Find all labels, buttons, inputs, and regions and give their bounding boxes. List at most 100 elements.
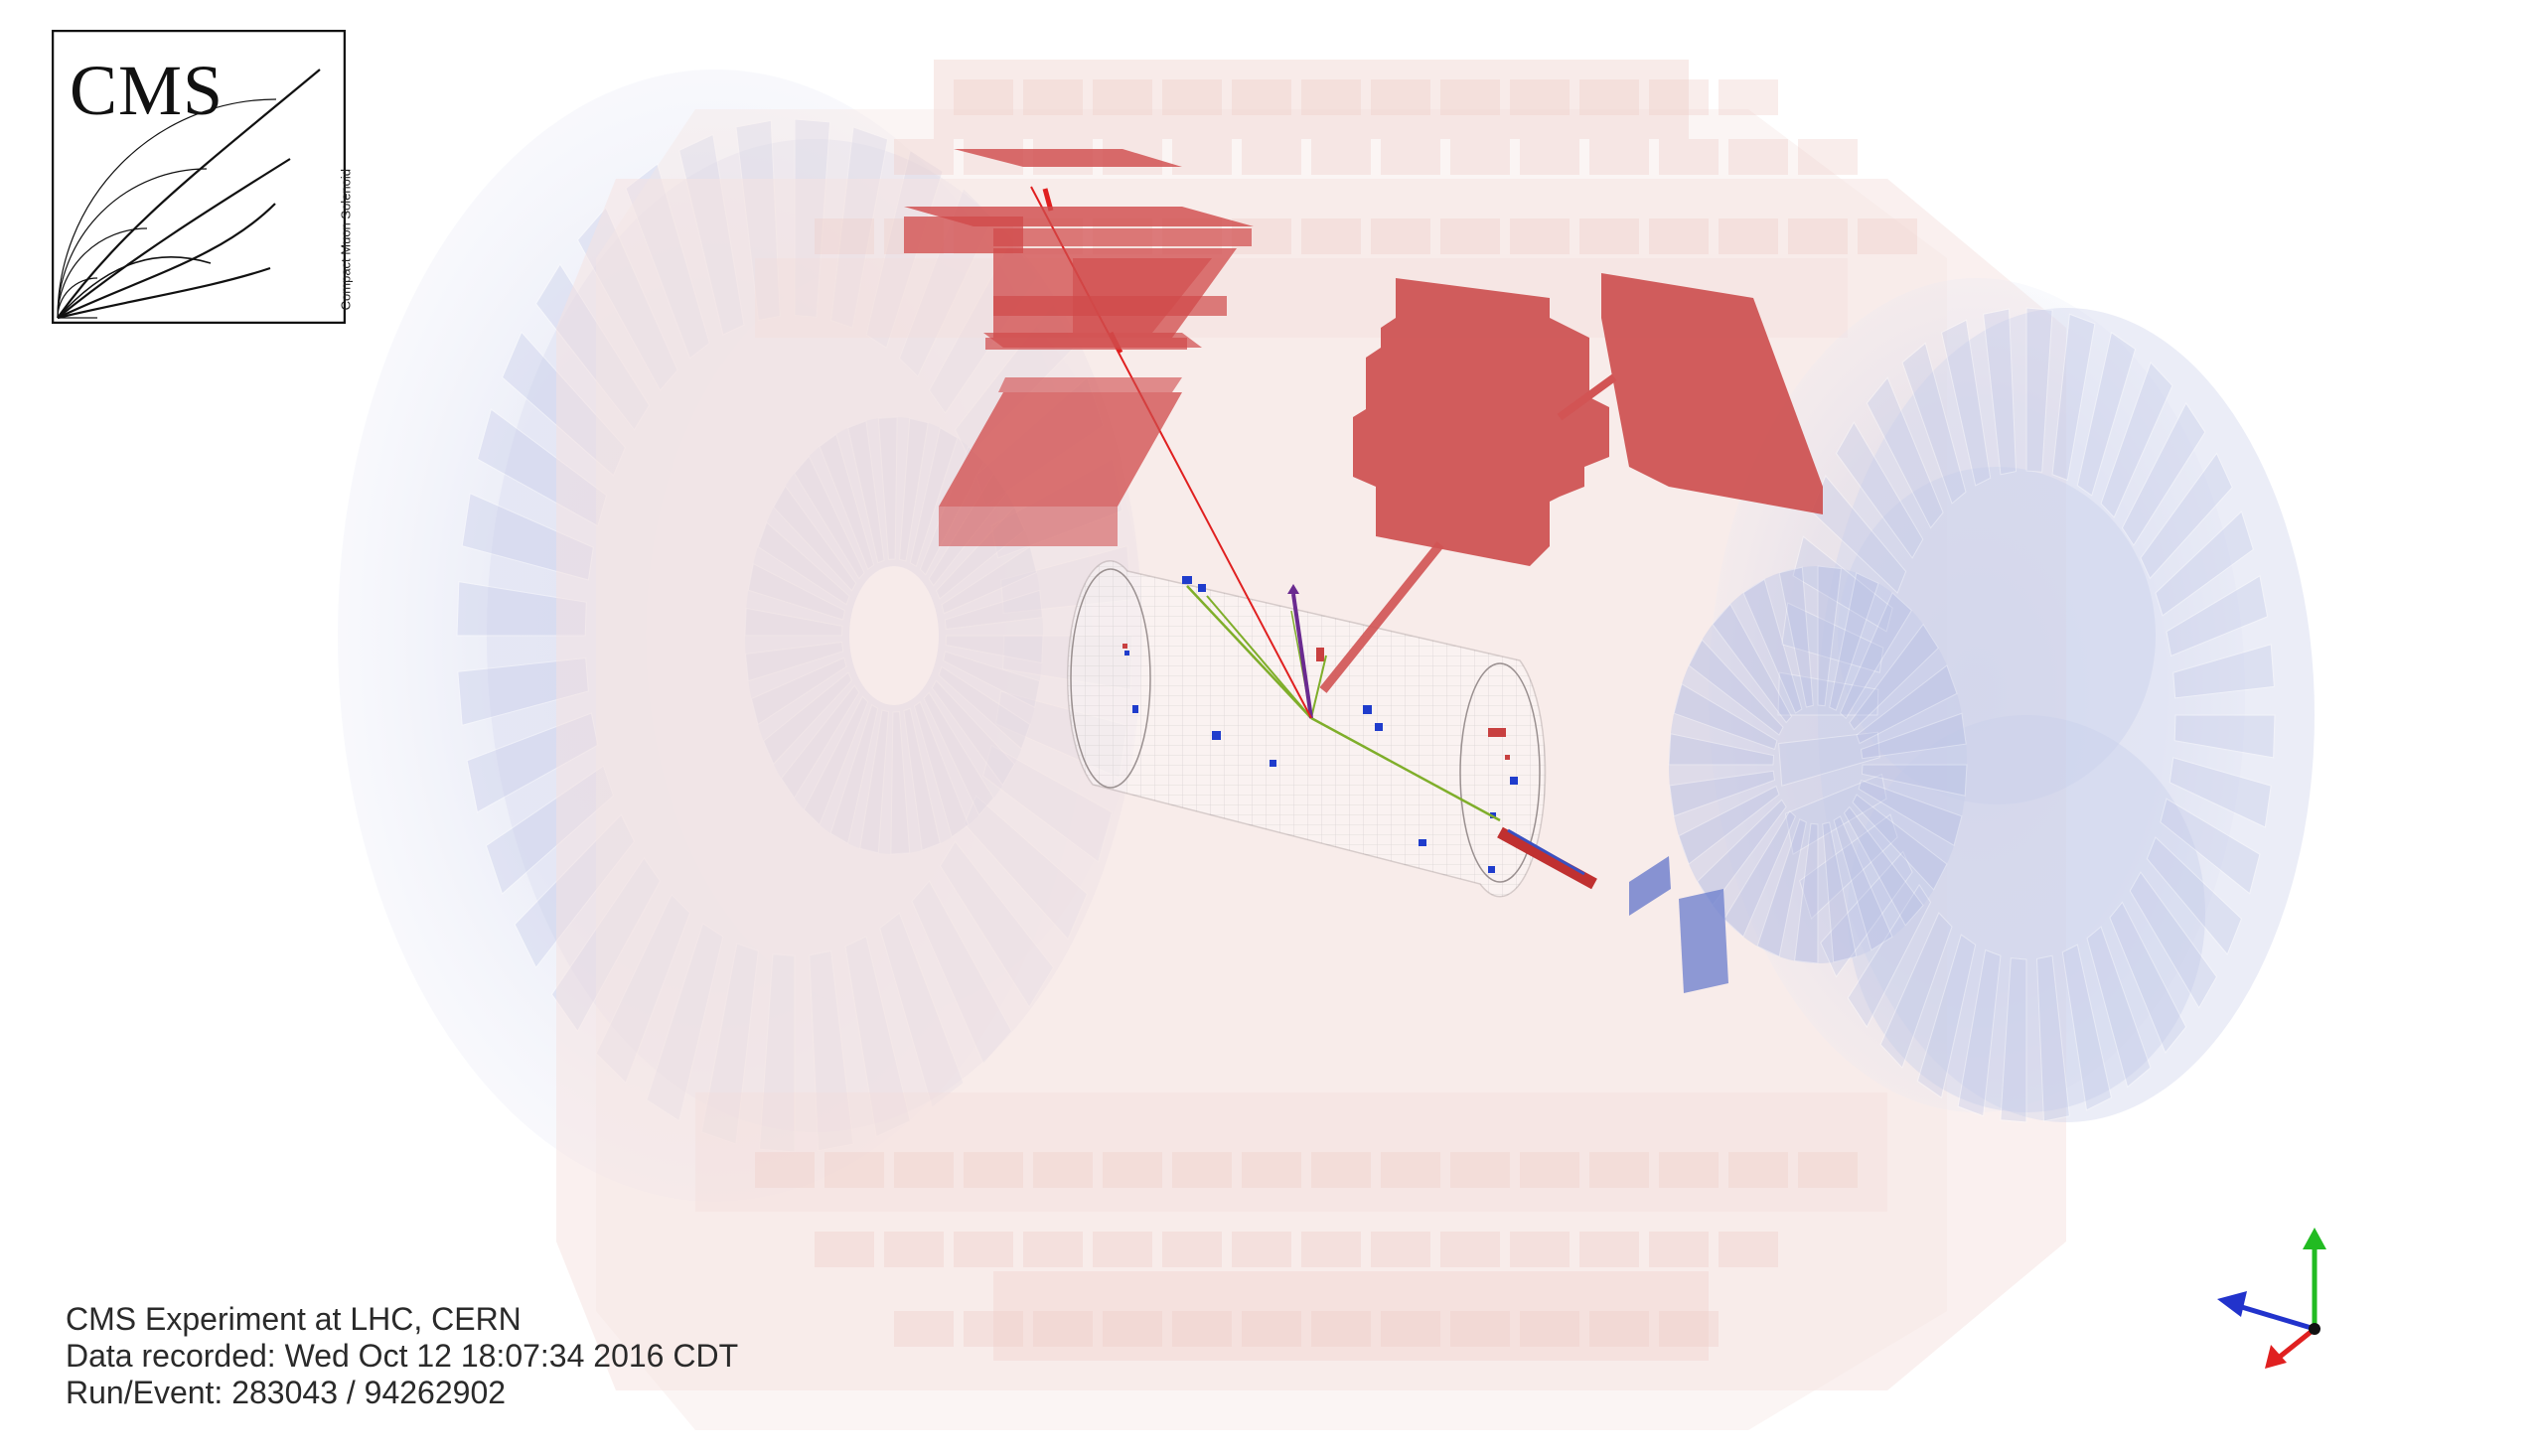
endcap-segment	[1799, 813, 1898, 920]
barrel-chamber	[1232, 79, 1291, 115]
barrel-chamber	[954, 79, 1013, 115]
barrel-chamber	[1719, 218, 1778, 254]
endcap-hits	[1629, 856, 1728, 993]
barrel-chamber	[1510, 218, 1570, 254]
experiment-label: CMS Experiment at LHC, CERN	[66, 1301, 522, 1337]
barrel-chamber	[1510, 79, 1570, 115]
barrel-chamber	[1381, 1152, 1440, 1188]
right-endcap-segments	[1668, 307, 2276, 1123]
barrel-chamber	[1440, 79, 1500, 115]
barrel-chamber	[1788, 218, 1848, 254]
barrel-chamber	[1311, 1311, 1371, 1347]
barrel-chamber	[1589, 139, 1649, 175]
barrel-chamber	[1301, 79, 1361, 115]
endcap-segment	[2155, 510, 2254, 617]
barrel-chamber	[824, 1152, 884, 1188]
barrel-chamber	[1798, 1152, 1858, 1188]
barrel-chamber	[1172, 1152, 1232, 1188]
barrel-chamber	[1440, 1232, 1500, 1267]
barrel-chamber	[1232, 1232, 1291, 1267]
barrel-chamber	[1242, 1311, 1301, 1347]
barrel-chamber	[954, 1232, 1013, 1267]
barrel-chamber	[1649, 79, 1709, 115]
endcap-segment	[1847, 883, 1932, 1029]
recorded-date: Data recorded: Wed Oct 12 18:07:34 2016 …	[66, 1338, 739, 1374]
barrel-chamber	[1103, 1311, 1162, 1347]
logo-subtitle: Compact Muon Solenoid	[338, 169, 353, 311]
endcap-segment	[1712, 603, 1793, 724]
cms-logo: CMS Compact Muon Solenoid	[52, 30, 353, 324]
endcap-segment	[2061, 944, 2113, 1111]
barrel-chamber	[1162, 1232, 1222, 1267]
endcap-segment	[2035, 954, 2070, 1122]
barrel-chamber	[894, 139, 954, 175]
barrel-chamber	[1649, 1232, 1709, 1267]
barrel-chamber	[894, 1152, 954, 1188]
barrel-chamber	[1242, 139, 1301, 175]
barrel-chamber	[1172, 1311, 1232, 1347]
barrel-chamber	[1450, 1152, 1510, 1188]
endcap-segment	[1901, 342, 1967, 505]
endcap-segment	[1777, 671, 1879, 716]
endcap-segment	[2086, 926, 2152, 1089]
tracker-hits	[1122, 576, 1518, 873]
barrel-chamber	[815, 218, 874, 254]
endcap-segment	[2025, 307, 2053, 473]
muon-chamber-hits	[904, 149, 1254, 546]
endcap-segment	[1678, 785, 1780, 865]
barrel-chamber	[1589, 1311, 1649, 1347]
endcap-segment	[1778, 566, 1814, 708]
endcap-segment	[1835, 421, 1924, 559]
barrel-chamber	[1301, 218, 1361, 254]
endcap-segment	[1793, 822, 1819, 964]
barrel-chamber	[1033, 1311, 1093, 1347]
barrel-chamber	[1728, 1152, 1788, 1188]
barrel-chamber	[1520, 1152, 1579, 1188]
endcap-segment	[2100, 361, 2173, 518]
barrel-chamber	[964, 1311, 1023, 1347]
event-info: CMS Experiment at LHC, CERN Data recorde…	[66, 1301, 738, 1411]
barrel-chamber	[1589, 1152, 1649, 1188]
endcap-segment	[1856, 664, 1958, 745]
endcap-segment	[2140, 452, 2233, 580]
barrel-chamber	[1371, 1232, 1430, 1267]
tracker-cylinder	[1066, 560, 1547, 898]
endcap-segment	[1742, 578, 1803, 714]
endcap-segment	[1833, 815, 1893, 951]
barrel-chamber	[1719, 79, 1778, 115]
barrel-chamber	[964, 1152, 1023, 1188]
endcap-segment	[2109, 901, 2187, 1054]
barrel-chamber	[894, 1311, 954, 1347]
endcap-segment	[1817, 565, 1843, 707]
endcap-segment	[2169, 757, 2272, 828]
cms-logo-frame	[52, 30, 346, 324]
barrel-chamber	[1033, 1152, 1093, 1188]
barrel-chamber	[1242, 1152, 1301, 1188]
barrel-chamber	[1659, 1152, 1719, 1188]
right-endcap	[1669, 278, 2315, 1122]
barrel-chamber	[1311, 139, 1371, 175]
endcap-segment	[2121, 401, 2206, 547]
endcap-segment	[1792, 535, 1893, 633]
barrel-chamber	[1301, 1232, 1361, 1267]
endcap-segment	[2146, 836, 2243, 955]
barrel-chamber	[1450, 1311, 1510, 1347]
calorimeter-deposits	[1319, 273, 1823, 890]
endcap-segment	[1849, 623, 1939, 731]
endcap-segment	[1668, 733, 1775, 766]
endcap-segment	[1778, 731, 1880, 787]
barrel-chamber	[1659, 1311, 1719, 1347]
barrel-chamber	[1659, 139, 1719, 175]
barrel-chamber	[1858, 218, 1917, 254]
barrel-chamber	[1371, 79, 1430, 115]
endcap-segment	[1756, 818, 1807, 957]
run-event-id: Run/Event: 283043 / 94262902	[66, 1375, 507, 1410]
endcap-segment	[1940, 319, 1992, 487]
endcap-segment	[1820, 850, 1913, 978]
endcap-segment	[1810, 475, 1907, 594]
reconstructed-tracks	[1186, 584, 1501, 822]
barrel-chamber	[1649, 218, 1709, 254]
barrel-chamber	[1093, 1232, 1152, 1267]
endcap-segment	[1983, 308, 2018, 476]
endcap-segment	[2173, 714, 2276, 759]
